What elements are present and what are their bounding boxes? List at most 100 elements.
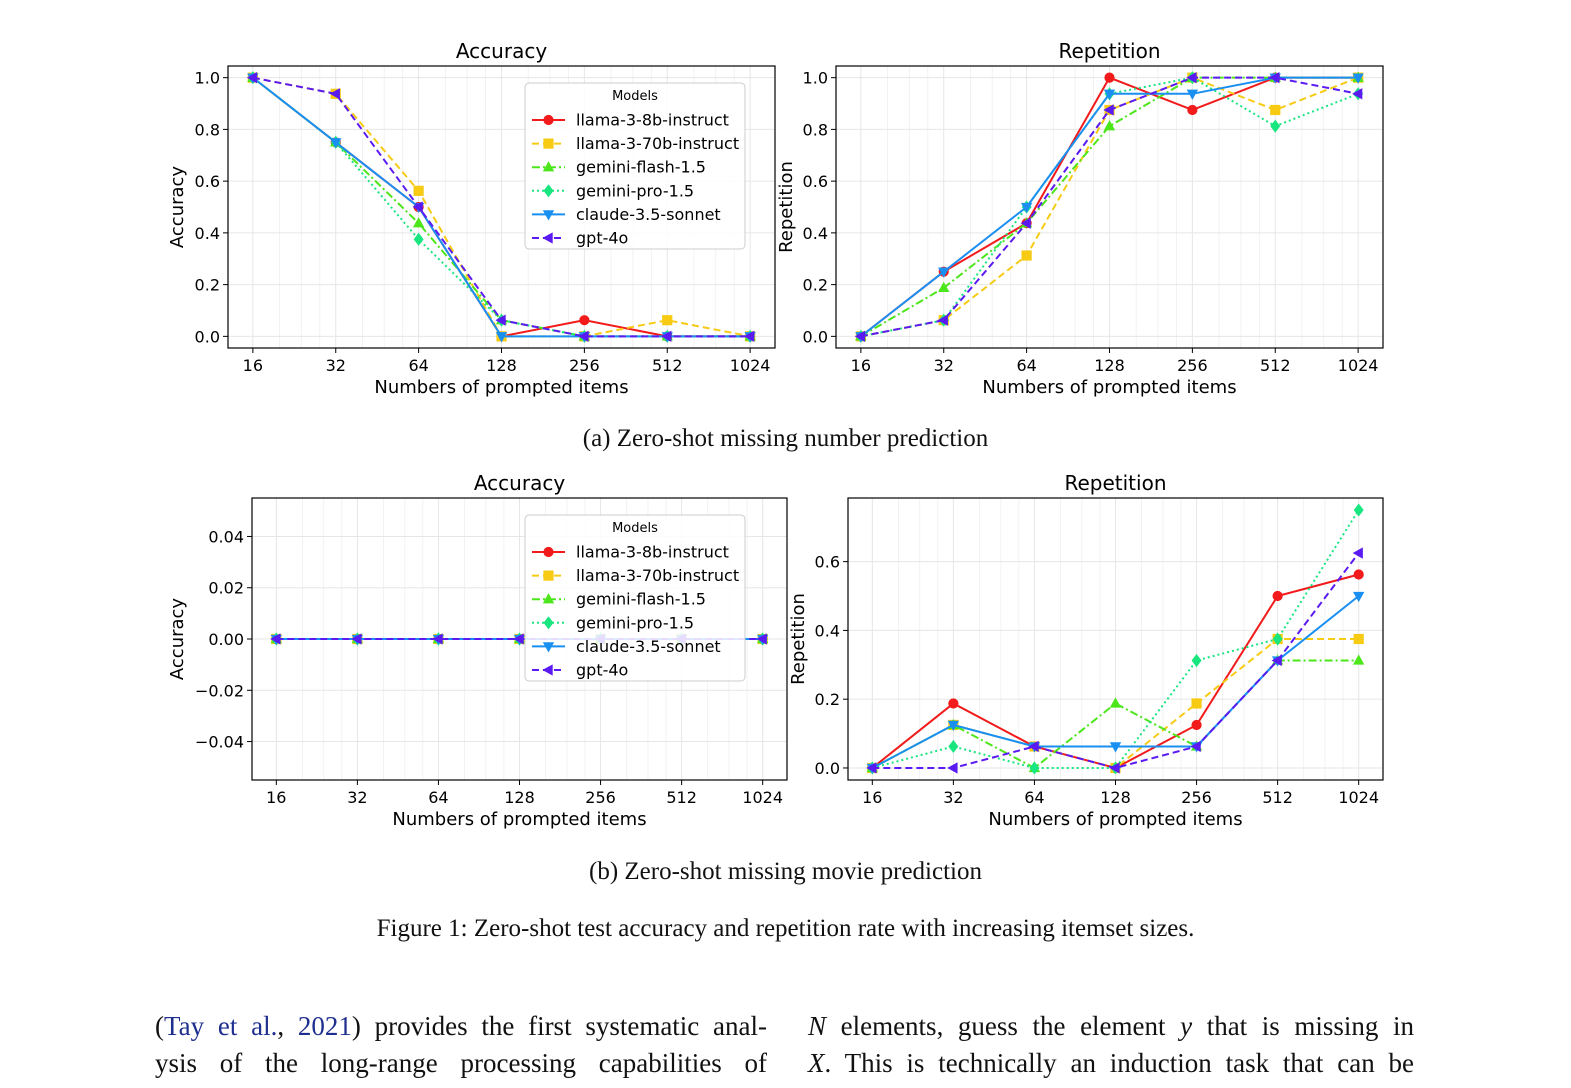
legend-marker xyxy=(543,546,554,558)
x-tick-label: 32 xyxy=(326,356,346,375)
subcaption-a: (a) Zero-shot missing number prediction xyxy=(582,425,989,452)
data-point xyxy=(948,698,959,709)
data-point xyxy=(495,332,508,343)
x-tick-label: 256 xyxy=(1177,356,1208,375)
citation-link[interactable]: Tay et al. xyxy=(164,1011,278,1041)
x-tick-label: 256 xyxy=(569,356,600,375)
legend-label: gemini-pro-1.5 xyxy=(576,613,694,632)
x-tick-label: 512 xyxy=(1260,356,1291,375)
y-tick-label: 0.2 xyxy=(195,276,220,295)
legend-label: llama-3-8b-instruct xyxy=(576,111,729,130)
x-tick-label: 1024 xyxy=(730,356,771,375)
legend-marker xyxy=(543,184,554,198)
y-tick-label: 1.0 xyxy=(195,69,220,88)
legend-label: gemini-flash-1.5 xyxy=(576,158,706,177)
data-point xyxy=(1352,547,1363,559)
data-point xyxy=(937,314,948,326)
y-tick-label: 0.6 xyxy=(803,172,828,191)
series-gpt-4o xyxy=(866,547,1363,774)
x-tick-label: 512 xyxy=(666,788,697,807)
data-point xyxy=(1109,697,1122,708)
x-tick-label: 512 xyxy=(652,356,683,375)
data-point xyxy=(329,88,340,100)
y-tick-label: 0.0 xyxy=(803,327,828,346)
data-point xyxy=(412,201,423,213)
x-tick-label: 256 xyxy=(1181,788,1212,807)
y-tick-label: 0.4 xyxy=(803,224,828,243)
data-point xyxy=(351,633,362,645)
x-tick-label: 64 xyxy=(1024,788,1044,807)
data-point xyxy=(1272,632,1283,646)
body-text-left-column: (Tay et al., 2021) provides the first sy… xyxy=(155,1008,767,1082)
data-point xyxy=(579,315,590,326)
x-tick-label: 64 xyxy=(428,788,448,807)
x-tick-label: 32 xyxy=(347,788,367,807)
legend-title: Models xyxy=(612,89,658,104)
legend-marker xyxy=(543,114,554,126)
x-tick-label: 1024 xyxy=(742,788,783,807)
chart-title: Repetition xyxy=(1064,471,1166,495)
legend-marker xyxy=(543,138,554,149)
data-point xyxy=(1103,120,1116,131)
data-point xyxy=(947,720,960,732)
x-tick-label: 1024 xyxy=(1338,356,1379,375)
data-point xyxy=(1191,653,1202,668)
data-point xyxy=(1352,73,1364,84)
data-point xyxy=(938,281,950,293)
y-tick-label: 0.0 xyxy=(815,759,840,778)
x-tick-label: 16 xyxy=(851,356,871,375)
y-tick-label: 0.4 xyxy=(195,224,220,243)
x-axis-label: Numbers of prompted items xyxy=(988,809,1242,830)
x-tick-label: 16 xyxy=(862,788,882,807)
data-point xyxy=(413,232,424,246)
y-tick-label: 0.6 xyxy=(195,172,220,191)
data-point xyxy=(662,315,673,326)
data-point xyxy=(1353,591,1365,603)
data-point xyxy=(1353,503,1364,517)
data-point xyxy=(1020,202,1033,214)
data-point xyxy=(1187,104,1198,116)
data-point xyxy=(756,633,767,645)
legend-box xyxy=(524,82,746,250)
citation-year-link[interactable]: 2021 xyxy=(297,1011,352,1041)
x-axis-label: Numbers of prompted items xyxy=(982,377,1236,398)
legend-marker xyxy=(542,161,555,172)
data-point xyxy=(1020,217,1031,229)
data-point xyxy=(866,762,877,774)
data-point xyxy=(1270,104,1281,116)
body-line-right-1: N elements, guess the element y that is … xyxy=(808,1011,1414,1041)
y-tick-label: 0.2 xyxy=(815,690,840,709)
data-point xyxy=(1109,762,1120,774)
y-axis-label: Repetition xyxy=(776,161,797,253)
legend-marker xyxy=(542,642,555,653)
chart-legend: Models llama-3-8b-instruct llama-3-70b-ins… xyxy=(524,82,746,250)
chart-legend: Models llama-3-8b-instruct llama-3-70b-ins… xyxy=(524,514,746,682)
data-point xyxy=(1353,654,1365,665)
data-point xyxy=(1186,89,1199,100)
data-point xyxy=(1186,71,1197,84)
data-point xyxy=(1353,633,1364,645)
chart-title: Accuracy xyxy=(474,471,565,495)
chart-panel-3: 16 32 64 128 256 512 1024 −0.04 −0.02 0.00 0.02 0.0… xyxy=(167,471,788,830)
data-point xyxy=(1029,761,1040,775)
y-tick-label: 0.4 xyxy=(815,621,840,640)
y-tick-label: 0.6 xyxy=(815,553,840,572)
x-tick-label: 16 xyxy=(266,788,286,807)
legend-label: llama-3-70b-instruct xyxy=(576,134,739,153)
data-point xyxy=(1021,250,1032,261)
x-tick-label: 16 xyxy=(243,356,263,375)
y-axis-label: Accuracy xyxy=(167,598,188,681)
y-tick-label: 0.02 xyxy=(208,579,244,598)
y-tick-label: 0.04 xyxy=(208,527,244,546)
x-tick-label: 128 xyxy=(486,356,517,375)
legend-box xyxy=(524,514,746,682)
x-tick-label: 128 xyxy=(1094,356,1125,375)
x-tick-label: 32 xyxy=(943,788,963,807)
legend-label: claude-3.5-sonnet xyxy=(576,637,721,656)
series-gpt-4o xyxy=(246,71,755,343)
data-point xyxy=(744,330,755,343)
data-point xyxy=(270,633,281,645)
data-point xyxy=(1352,88,1363,100)
y-axis-label: Accuracy xyxy=(167,166,188,249)
